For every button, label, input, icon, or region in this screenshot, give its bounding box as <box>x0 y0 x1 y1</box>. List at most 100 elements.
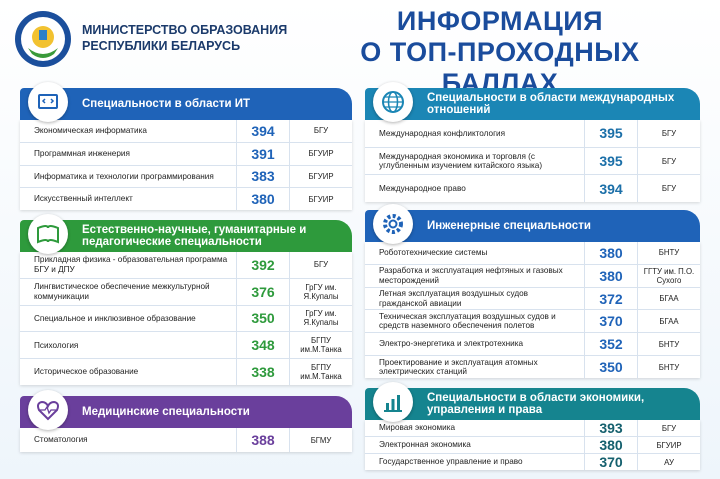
university: БГУ <box>313 260 329 270</box>
university: БНТУ <box>658 339 680 349</box>
table-row: Прикладная физика - образовательная прог… <box>20 252 352 279</box>
university: БНТУ <box>658 362 680 372</box>
passing-score: 394 <box>584 175 638 203</box>
section-title: Специальности в области международных от… <box>427 92 675 116</box>
passing-score: 394 <box>236 120 290 142</box>
table-row: Летная эксплуатация воздушных судов граж… <box>365 287 700 311</box>
table-row: Программная инженерия 391 БГУИР <box>20 142 352 166</box>
passing-score: 350 <box>236 305 290 332</box>
section-icon <box>373 382 413 422</box>
section-icon <box>373 204 413 244</box>
section-icon <box>28 390 68 430</box>
section-header: Специальности в области экономики, управ… <box>365 382 700 422</box>
section-icon <box>373 82 413 122</box>
table-row: Искусственный интеллект 380 БГУИР <box>20 188 352 210</box>
title-line: ИНФОРМАЦИЯ <box>396 6 604 36</box>
section-header: Инженерные специальности <box>365 204 700 244</box>
table-row: Разработка и эксплуатация нефтяных и газ… <box>365 264 700 288</box>
specialty-name: Летная эксплуатация воздушных судов граж… <box>379 289 529 308</box>
specialty-name: Психология <box>34 340 79 350</box>
table-row: Мировая экономика 393 БГУ <box>365 420 700 437</box>
passing-score: 380 <box>584 242 638 264</box>
section-title: Медицинские специальности <box>82 406 250 418</box>
passing-score: 395 <box>584 120 638 147</box>
section-title: Инженерные специальности <box>427 220 591 232</box>
icon-glyph <box>384 395 402 412</box>
passing-score: 393 <box>584 420 638 436</box>
table-row: Техническая эксплуатация воздушных судов… <box>365 310 700 334</box>
section-header: Медицинские специальности <box>20 390 352 430</box>
specialty-name: Прикладная физика - образовательная прог… <box>34 255 228 274</box>
passing-score: 372 <box>584 287 638 310</box>
specialty-name: Историческое образование <box>34 367 139 377</box>
rows-table: Робототехнические системы 380 БНТУ Разработ… <box>365 242 700 378</box>
logo <box>15 11 71 67</box>
specialty-name: Стоматология <box>34 435 88 445</box>
university: ГрГУ им. Я.Купалы <box>303 309 339 328</box>
university: БНТУ <box>658 248 680 258</box>
passing-score: 370 <box>584 310 638 333</box>
specialty-name: Проектирование и эксплуатация атомных эл… <box>379 357 538 377</box>
table-row: Международная экономика и торговля (с уг… <box>365 147 700 176</box>
table-row: Международное право 394 БГУ <box>365 175 700 203</box>
section-icon <box>28 82 68 122</box>
ministry-line: РЕСПУБЛИКИ БЕЛАРУСЬ <box>82 39 241 53</box>
university: БГУ <box>661 184 677 194</box>
specialty-name: Специальное и инклюзивное образование <box>34 313 196 323</box>
ministry-name: МИНИСТЕРСТВО ОБРАЗОВАНИЯ РЕСПУБЛИКИ БЕЛА… <box>82 22 287 54</box>
rows-table: Экономическая информатика 394 БГУ Программн… <box>20 120 352 210</box>
icon-glyph <box>383 214 403 234</box>
passing-score: 388 <box>236 428 290 452</box>
table-row: Государственное управление и право 370 АУ <box>365 454 700 470</box>
rows-table: Стоматология 388 БГМУ <box>20 428 352 452</box>
section: Медицинские специальности Стоматология 388… <box>20 390 352 452</box>
specialty-name: Программная инженерия <box>34 148 130 158</box>
specialty-name: Международная экономика и торговля (с уг… <box>379 151 543 171</box>
passing-score: 350 <box>584 356 638 378</box>
university: БГПУ им.М.Танка <box>300 336 342 355</box>
specialty-name: Разработка и эксплуатация нефтяных и газ… <box>379 266 563 285</box>
section-title: Специальности в области ИТ <box>82 98 251 110</box>
icon-glyph <box>382 91 404 113</box>
specialty-name: Электронная экономика <box>379 440 471 450</box>
section-header: Естественно-научные, гуманитарные и педа… <box>20 214 352 254</box>
university: БГУИР <box>656 440 682 450</box>
section-title: Естественно-научные, гуманитарные и педа… <box>82 224 307 248</box>
rows-table: Мировая экономика 393 БГУ Электронная эконо… <box>365 420 700 470</box>
rows-table: Прикладная физика - образовательная прог… <box>20 252 352 385</box>
university: БГУ <box>661 128 677 138</box>
table-row: Робототехнические системы 380 БНТУ <box>365 242 700 265</box>
passing-score: 380 <box>584 264 638 287</box>
passing-score: 338 <box>236 359 290 385</box>
passing-score: 352 <box>584 333 638 356</box>
specialty-name: Искусственный интеллект <box>34 194 133 204</box>
table-row: Электро-энергетика и электротехника 352 БН… <box>365 333 700 357</box>
specialty-name: Государственное управление и право <box>379 457 523 467</box>
passing-score: 380 <box>236 188 290 210</box>
university: БГУ <box>661 423 677 433</box>
section: Специальности в области международных от… <box>365 82 700 203</box>
page-title: ИНФОРМАЦИЯ О ТОП-ПРОХОДНЫХ БАЛЛАХ <box>300 6 700 99</box>
section-header: Специальности в области международных от… <box>365 82 700 122</box>
ministry-line: МИНИСТЕРСТВО ОБРАЗОВАНИЯ <box>82 23 288 37</box>
section-header: Специальности в области ИТ <box>20 82 352 122</box>
passing-score: 383 <box>236 165 290 188</box>
passing-score: 380 <box>584 437 638 453</box>
passing-score: 370 <box>584 454 638 470</box>
section-icon <box>28 214 68 254</box>
section: Инженерные специальности Робототехнически… <box>365 204 700 378</box>
table-row: Экономическая информатика 394 БГУ <box>20 120 352 143</box>
university: БГУИР <box>308 149 334 159</box>
specialty-name: Электро-энергетика и электротехника <box>379 339 524 349</box>
icon-glyph <box>37 400 59 421</box>
table-row: Электронная экономика 380 БГУИР <box>365 437 700 454</box>
rows-table: Международная конфликтология 395 БГУ Междун… <box>365 120 700 203</box>
specialty-name: Международное право <box>379 183 466 193</box>
specialty-name: Лингвистическое обеспечение межкультурно… <box>34 282 210 301</box>
table-row: Международная конфликтология 395 БГУ <box>365 120 700 148</box>
university: ГГТУ им. П.О. Сухого <box>643 266 695 285</box>
passing-score: 348 <box>236 332 290 359</box>
university: БГАА <box>659 316 679 326</box>
passing-score: 395 <box>584 147 638 175</box>
